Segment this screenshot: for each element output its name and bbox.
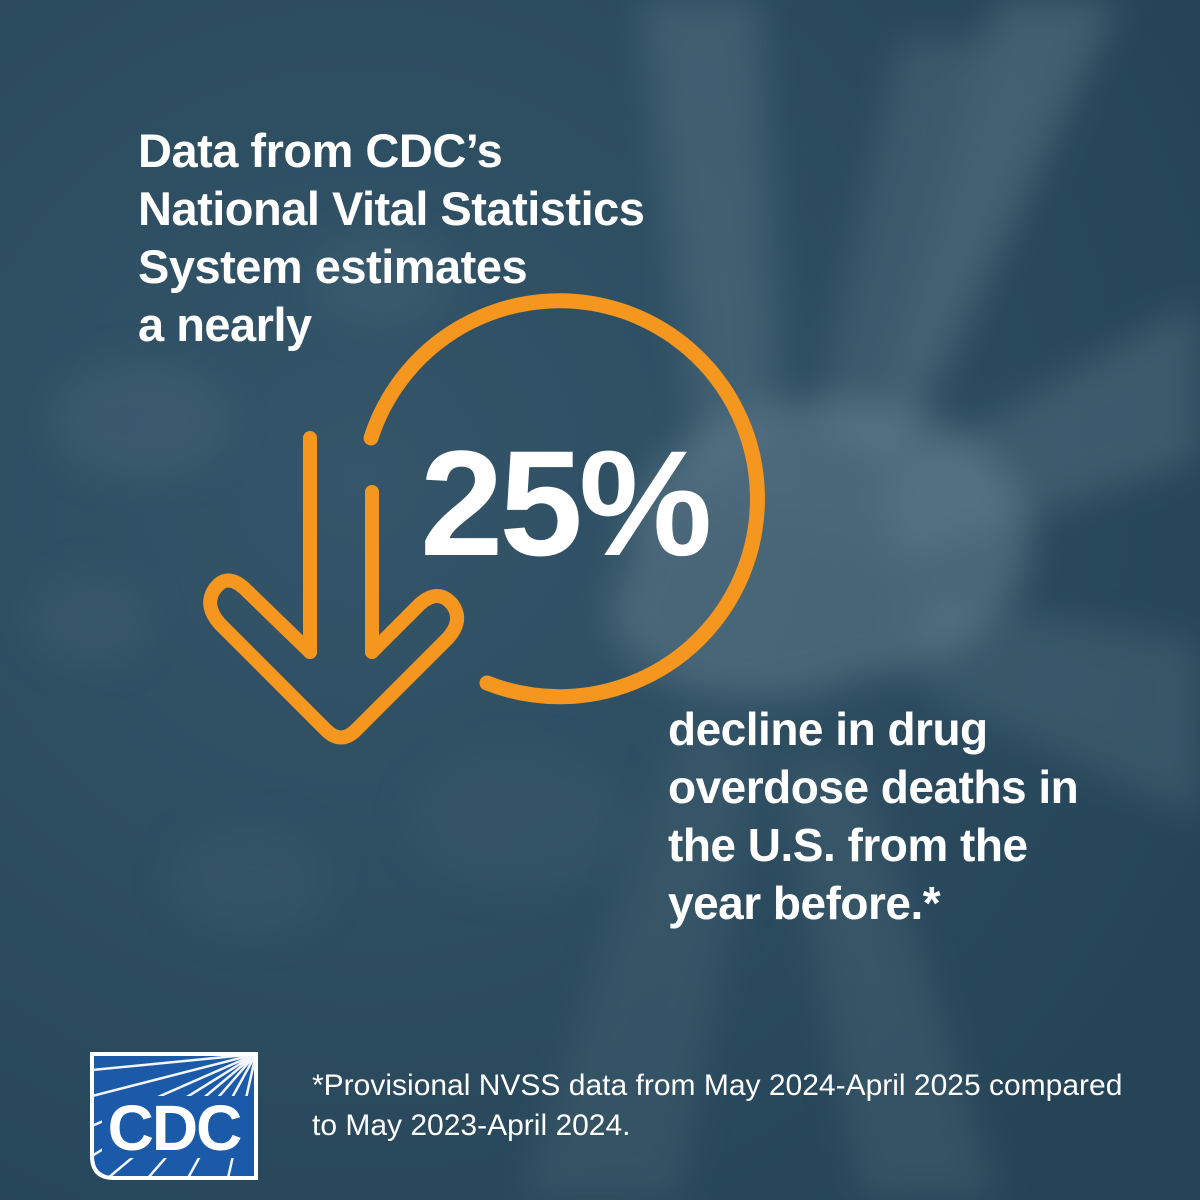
- cdc-logo: CDC: [88, 1050, 260, 1182]
- description-line: decline in drug: [668, 703, 988, 755]
- headline-line: System estimates: [138, 240, 528, 293]
- percent-stat: 25%: [420, 419, 712, 587]
- footnote: *Provisional NVSS data from May 2024-Apr…: [312, 1066, 1122, 1146]
- headline-line: a nearly: [138, 298, 312, 351]
- headline-line: National Vital Statistics: [138, 182, 645, 235]
- headline-line: Data from CDC’s: [138, 124, 503, 177]
- description-line: year before.*: [668, 877, 941, 929]
- description-line: the U.S. from the: [668, 819, 1028, 871]
- circle-arc: [363, 293, 765, 705]
- headline: Data from CDC’s National Vital Statistic…: [138, 122, 645, 354]
- description-line: overdose deaths in: [668, 761, 1079, 813]
- footnote-line: to May 2023-April 2024.: [312, 1109, 631, 1142]
- stat-description: decline in drug overdose deaths in the U…: [668, 700, 1079, 932]
- footnote-line: *Provisional NVSS data from May 2024-Apr…: [312, 1069, 1123, 1102]
- cdc-logo-text: CDC: [108, 1092, 241, 1164]
